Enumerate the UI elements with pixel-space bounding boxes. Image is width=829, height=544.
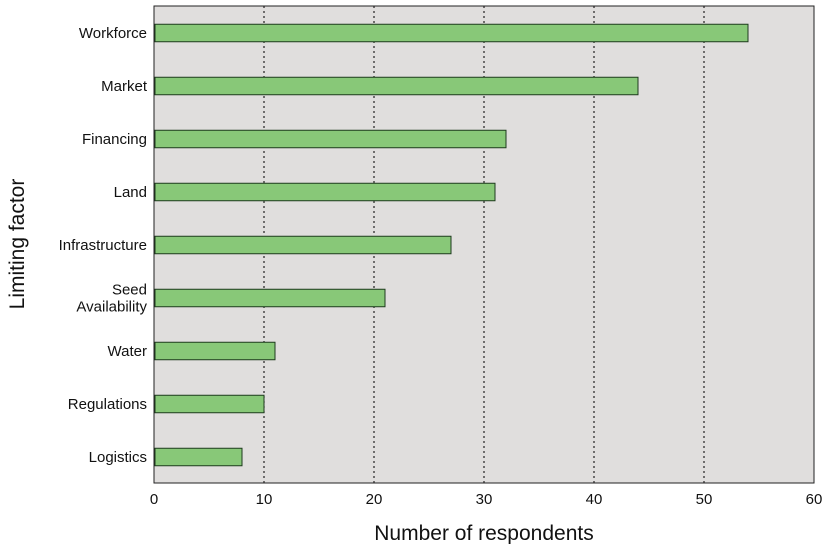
category-labels: Workforce Market Financing Land Infrastructu… xyxy=(59,25,148,466)
x-tick-label: 10 xyxy=(256,491,273,508)
category-label: Workforce xyxy=(79,25,147,42)
category-label: Infrastructure xyxy=(59,237,147,254)
category-label: Water xyxy=(108,343,147,360)
bar xyxy=(154,23,749,43)
category-label: Regulations xyxy=(68,396,147,413)
x-tick-label: 20 xyxy=(366,491,383,508)
x-tick-label: 40 xyxy=(586,491,603,508)
bar xyxy=(154,182,496,202)
bar xyxy=(154,129,507,149)
bar xyxy=(154,235,452,255)
bar xyxy=(154,394,265,414)
bar xyxy=(154,288,386,308)
category-label: Financing xyxy=(82,131,147,148)
x-tick-label: 50 xyxy=(696,491,713,508)
x-tick-labels: 0 10 20 30 40 50 60 xyxy=(150,491,823,508)
x-tick-label: 0 xyxy=(150,491,158,508)
bar xyxy=(154,76,639,96)
plot-frame xyxy=(153,5,815,484)
bar xyxy=(154,447,243,467)
x-tick-label: 60 xyxy=(806,491,823,508)
x-axis-title: Number of respondents xyxy=(374,522,593,544)
y-axis-title: Limiting factor xyxy=(6,179,29,310)
category-label: Seed Availability xyxy=(76,282,147,316)
bar xyxy=(154,341,276,361)
category-label: Logistics xyxy=(89,449,147,466)
category-label: Market xyxy=(101,78,148,95)
category-label: Land xyxy=(114,184,147,201)
x-tick-label: 30 xyxy=(476,491,493,508)
bars xyxy=(154,23,749,467)
